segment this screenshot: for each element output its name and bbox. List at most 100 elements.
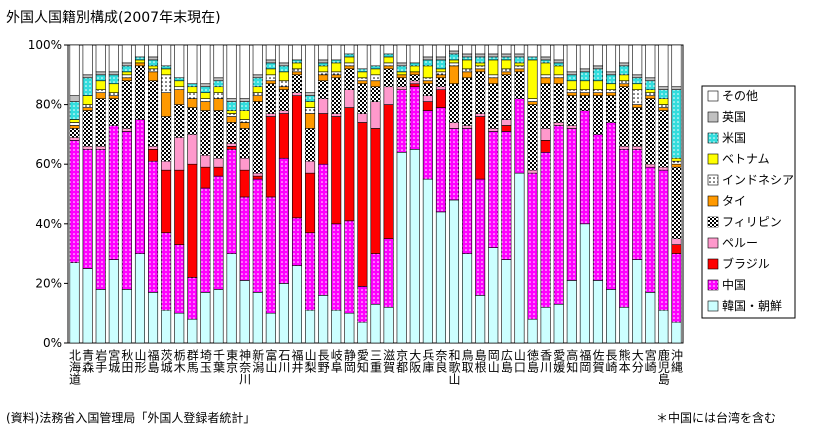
bar-pattern xyxy=(501,56,512,60)
bar-pattern xyxy=(632,77,642,84)
bar-pattern xyxy=(580,95,590,111)
x-tick-label: 青森 xyxy=(81,349,95,373)
bar-pattern xyxy=(553,83,564,123)
bar-pattern xyxy=(449,83,459,123)
bar-segment xyxy=(331,309,342,344)
bar-pattern xyxy=(148,59,158,66)
bar-segment xyxy=(95,146,106,150)
bar-pattern xyxy=(514,98,525,174)
bar-pattern xyxy=(69,140,80,263)
bar-segment xyxy=(148,292,159,344)
bar-segment xyxy=(213,157,224,168)
bar-pattern xyxy=(449,62,459,66)
bar-segment xyxy=(383,104,394,240)
bar-segment xyxy=(318,98,329,114)
bar-segment xyxy=(252,175,263,180)
bar-pattern xyxy=(174,77,184,81)
bar-segment xyxy=(134,59,145,64)
bar-segment xyxy=(501,59,512,70)
legend-swatch xyxy=(707,111,719,123)
bar-segment xyxy=(527,59,538,99)
bar-segment xyxy=(82,44,93,76)
bar-pattern xyxy=(187,83,198,87)
bar-pattern xyxy=(567,74,577,81)
bar-segment xyxy=(645,89,656,93)
bar-pattern xyxy=(213,176,224,290)
bar-pattern xyxy=(671,167,682,239)
bar-segment xyxy=(619,44,630,64)
bar-segment xyxy=(95,92,106,99)
bar-pattern xyxy=(606,95,616,123)
bar-pattern xyxy=(69,101,80,120)
bar-segment xyxy=(462,59,473,70)
bar-segment xyxy=(632,83,643,90)
bar-segment xyxy=(239,98,250,102)
bar-pattern xyxy=(239,101,250,111)
bar-segment xyxy=(619,306,630,344)
bar-segment xyxy=(200,83,211,88)
bar-segment xyxy=(318,65,329,73)
bar-segment xyxy=(161,44,172,67)
bar-pattern xyxy=(331,77,341,114)
bar-segment xyxy=(370,101,381,129)
bar-pattern xyxy=(122,80,132,129)
bar-segment xyxy=(448,59,460,64)
bar-segment xyxy=(514,172,525,344)
bar-pattern xyxy=(593,68,603,81)
bar-segment xyxy=(252,86,263,93)
bar-pattern xyxy=(200,86,211,93)
bar-pattern xyxy=(96,149,106,290)
bar-segment xyxy=(148,44,159,58)
bar-segment xyxy=(475,116,486,180)
bar-segment xyxy=(566,92,577,96)
bar-pattern xyxy=(449,53,459,60)
bar-pattern xyxy=(423,59,433,66)
bar-segment xyxy=(174,137,185,171)
legend-label: 英国 xyxy=(722,110,746,124)
bar-pattern xyxy=(383,68,394,87)
bar-segment xyxy=(305,101,316,108)
legend-swatch xyxy=(707,237,719,249)
x-tick-label: 富山 xyxy=(264,348,278,373)
bar-pattern xyxy=(436,77,446,87)
bar-segment xyxy=(82,107,93,111)
bar-pattern xyxy=(553,125,564,305)
bar-segment xyxy=(658,107,669,111)
bar-pattern xyxy=(383,62,394,66)
bar-segment xyxy=(579,223,590,344)
bar-pattern xyxy=(645,92,655,96)
bar-segment xyxy=(226,143,237,147)
x-tick-label: 長野 xyxy=(316,349,330,373)
legend-label: 中国 xyxy=(722,277,746,292)
bar-segment xyxy=(239,122,250,129)
bar-segment xyxy=(448,122,460,129)
bar-segment xyxy=(370,68,381,76)
x-tick-label: 山梨 xyxy=(303,349,317,373)
bar-pattern xyxy=(344,68,355,90)
x-tick-label: 東京 xyxy=(225,349,239,374)
bar-segment xyxy=(435,68,446,73)
x-tick-label: 秋田 xyxy=(120,349,134,373)
bar-pattern xyxy=(357,286,368,323)
bar-pattern xyxy=(305,107,315,114)
x-tick-label: 岡山 xyxy=(486,349,500,373)
bar-pattern xyxy=(331,59,341,63)
bar-pattern xyxy=(148,161,158,293)
bar-segment xyxy=(671,157,682,162)
bar-pattern xyxy=(69,122,80,126)
y-tick-label: 60% xyxy=(35,157,62,171)
bar-segment xyxy=(265,44,276,61)
bar-pattern xyxy=(606,122,616,290)
legend-swatch xyxy=(707,153,719,165)
legend-label: その他 xyxy=(722,89,758,103)
bar-segment xyxy=(462,53,473,58)
bar-segment xyxy=(448,50,460,55)
x-tick-label: 埼玉 xyxy=(198,349,212,373)
bar-segment xyxy=(422,65,433,79)
bar-pattern xyxy=(305,232,315,311)
bar-pattern xyxy=(658,89,669,99)
x-tick-label: 宮城 xyxy=(107,348,121,374)
bar-pattern xyxy=(122,65,132,72)
bar-segment xyxy=(226,98,237,102)
bar-pattern xyxy=(606,89,616,93)
